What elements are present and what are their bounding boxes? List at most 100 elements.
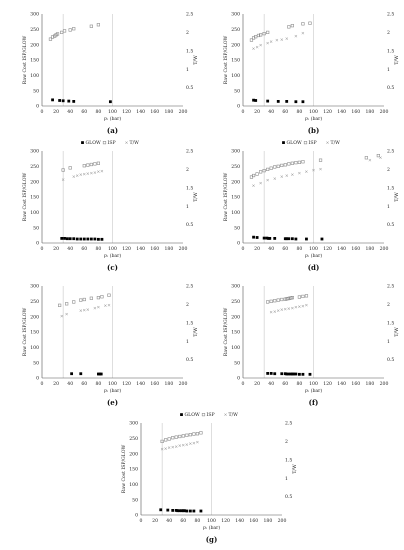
data-point-glow: [292, 372, 296, 376]
data-point-tw: ×: [89, 170, 93, 176]
y-tick-label: 250: [231, 27, 240, 33]
data-point-glow: [290, 237, 294, 241]
legend: GLOW ISP × T/W: [180, 412, 238, 418]
x-tick-label: 80: [296, 381, 302, 387]
x-tick-label: 80: [95, 246, 101, 252]
y2-tick-label: 2.5: [285, 421, 292, 427]
data-point-tw: ×: [255, 44, 259, 50]
x-tick-label: 160: [351, 109, 360, 115]
legend-label-tw: T/W: [331, 140, 341, 146]
data-point-tw: ×: [285, 173, 289, 179]
data-point-glow: [61, 99, 65, 103]
data-point-isp: [199, 431, 203, 435]
data-point-tw: ×: [60, 313, 64, 319]
data-point-isp: [167, 437, 171, 441]
data-point-isp: [276, 164, 280, 168]
data-point-glow: [294, 100, 298, 104]
data-point-isp: [185, 433, 189, 437]
data-point-isp: [283, 163, 287, 167]
data-point-isp: [82, 164, 86, 168]
y-tick-label: 200: [129, 451, 138, 457]
data-point-glow: [99, 372, 103, 376]
y-tick-label: 0: [135, 513, 138, 519]
data-point-tw: ×: [167, 445, 171, 451]
y-tick-label: 0: [36, 241, 39, 247]
panel-label: (e): [107, 398, 118, 407]
data-point-glow: [294, 237, 298, 241]
x-tick-label: 140: [337, 109, 346, 115]
y-tick-label: 150: [231, 58, 240, 64]
data-point-glow: [283, 372, 287, 376]
data-point-isp: [256, 33, 261, 38]
data-point-tw: ×: [174, 444, 178, 450]
data-point-isp: [251, 173, 256, 178]
y-tick-label: 150: [30, 195, 39, 201]
y-tick-label: 150: [231, 195, 240, 201]
data-point-glow: [273, 372, 277, 376]
data-point-glow: [301, 372, 305, 376]
data-point-isp: [376, 154, 380, 158]
x-tick-label: 60: [81, 109, 87, 115]
data-point-isp: [89, 296, 93, 300]
y2-tick-label: 2.5: [186, 284, 193, 290]
data-point-tw: ×: [301, 303, 305, 309]
data-point-glow: [86, 237, 90, 241]
data-point-tw: ×: [319, 167, 323, 173]
x-tick-label: 160: [249, 518, 258, 524]
x-axis-label: p₁ (bar): [104, 252, 121, 259]
chart-panel-d: 0 50 100 150 200 250 300 0.5 1 1.5 2 2.5 0 20 40 60 80 10…: [223, 140, 400, 272]
data-point-tw: ×: [298, 304, 302, 310]
y-tick-label: 100: [231, 73, 240, 79]
data-point-glow: [174, 509, 178, 512]
y-tick-label: 50: [234, 225, 240, 231]
data-point-tw: ×: [290, 305, 294, 311]
x-tick-label: 140: [235, 518, 244, 524]
data-point-tw: ×: [185, 442, 189, 448]
data-point-glow: [82, 237, 86, 241]
data-point-isp: [82, 297, 86, 302]
x-tick-label: 200: [380, 381, 389, 387]
y-tick-label: 250: [30, 164, 39, 170]
x-tick-label: 160: [150, 381, 159, 387]
chart-panel-a: 0 50 100 150 200 250 300 0.5 1 1.5 2 2.5 0 20 40 60 80 10…: [22, 12, 199, 135]
x-axis-label: p₁ (bar): [305, 387, 322, 394]
y2-tick-label: 2: [186, 167, 189, 173]
data-point-tw: ×: [61, 177, 65, 183]
data-point-isp: [290, 24, 294, 28]
data-point-glow: [180, 509, 184, 513]
data-point-glow: [262, 236, 266, 240]
data-point-glow: [159, 508, 163, 512]
y2-tick-label: 1: [186, 67, 189, 73]
chart-panel-c: 0 50 100 150 200 250 300 0.5 1 1.5 2 2.5 0 20 40 60 80 10…: [22, 140, 199, 272]
legend-marker-glow: [180, 413, 183, 416]
data-point-glow: [287, 237, 291, 241]
y2-tick-label: 0.5: [186, 222, 193, 228]
data-point-isp: [96, 296, 100, 300]
data-point-isp: [181, 434, 185, 438]
y-tick-label: 100: [129, 482, 138, 488]
y2-tick-label: 0.5: [387, 357, 394, 363]
y2-tick-label: 0.5: [186, 357, 193, 363]
data-point-isp: [259, 170, 263, 174]
data-point-tw: ×: [100, 168, 104, 174]
data-point-glow: [60, 237, 64, 240]
data-point-tw: ×: [273, 176, 277, 182]
data-point-glow: [75, 237, 79, 241]
data-point-isp: [297, 295, 302, 299]
y2-axis-label: T/W: [193, 55, 199, 65]
x-tick-label: 180: [264, 518, 273, 524]
x-tick-label: 200: [179, 109, 188, 115]
data-point-isp: [276, 298, 280, 302]
y2-tick-label: 1.5: [186, 48, 193, 54]
y2-axis-label: T/W: [292, 464, 298, 474]
data-point-tw: ×: [192, 440, 196, 446]
x-tick-label: 200: [179, 246, 188, 252]
data-point-tw: ×: [178, 443, 182, 449]
x-tick-label: 140: [136, 246, 145, 252]
y2-tick-label: 2.5: [387, 284, 394, 290]
data-point-isp: [318, 158, 323, 162]
legend-marker-tw: ×: [125, 140, 129, 146]
x-tick-label: 180: [165, 381, 174, 387]
x-tick-label: 180: [165, 109, 174, 115]
